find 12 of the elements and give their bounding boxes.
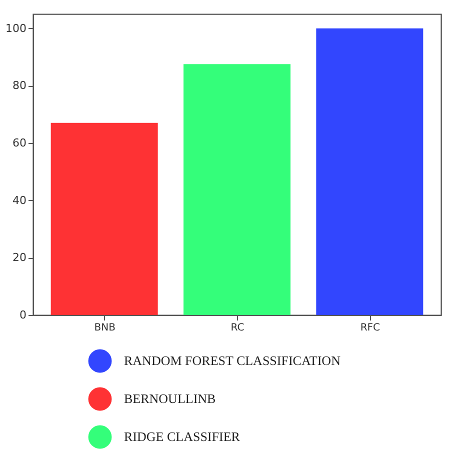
legend-label: RANDOM FOREST CLASSIFICATION: [124, 353, 342, 368]
y-tick-label: 80: [12, 79, 26, 92]
x-tick-label: BNB: [94, 322, 116, 334]
y-tick-label: 0: [20, 308, 26, 322]
y-tick-label: 60: [12, 136, 26, 150]
x-tick-label: RFC: [360, 322, 380, 334]
y-tick-label: 20: [12, 251, 26, 264]
legend-label: RIDGE CLASSIFIER: [124, 429, 240, 444]
legend-label: BERNOULLINB: [124, 391, 216, 406]
y-tick-label: 40: [12, 194, 26, 207]
x-tick-label: RC: [230, 322, 244, 334]
y-tick-label: 100: [6, 22, 26, 35]
